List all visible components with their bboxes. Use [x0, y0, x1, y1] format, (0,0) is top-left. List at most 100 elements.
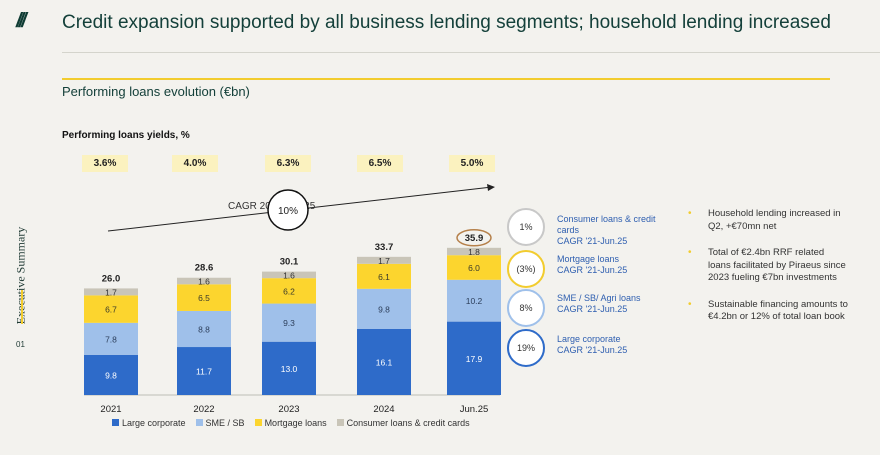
bar-total-label: 30.1: [280, 257, 299, 268]
section-marker: [21, 290, 23, 324]
segment-sme: SME / SB/ Agri loans CAGR '21-Jun.25: [557, 293, 667, 315]
yield-2022: 4.0%: [172, 155, 218, 172]
cagr-value: 10%: [278, 206, 298, 217]
bar-value-label: 1.8: [468, 247, 480, 257]
bar-large-corporate: [447, 321, 501, 395]
key-point: • Total of €2.4bn RRF related loans facil…: [688, 247, 848, 285]
legend-item-sme: SME / SB: [195, 418, 245, 428]
bar-consumer: [177, 277, 231, 285]
cagr-circle: [267, 189, 309, 231]
legend-swatch: [195, 419, 203, 426]
bar-value-label: 1.6: [283, 270, 295, 280]
key-point: • Sustainable financing amounts to €4.2bn…: [688, 299, 848, 324]
segment-mortgage-name: Mortgage loans: [557, 254, 620, 264]
x-tick-label: 2024: [373, 404, 394, 415]
segment-consumer: Consumer loans & credit cards CAGR '21-J…: [557, 214, 667, 247]
x-tick-label: 2023: [278, 404, 299, 415]
accent-divider: [62, 78, 830, 80]
bar-total-label: 35.9: [465, 233, 484, 244]
bar-mortgage: [262, 278, 316, 304]
key-point-text: Sustainable financing amounts to €4.2bn …: [708, 298, 848, 323]
bar-value-label: 6.1: [378, 272, 390, 282]
bar-sme: [262, 303, 316, 342]
bar-large-corporate: [262, 341, 316, 395]
bar-mortgage: [84, 295, 138, 323]
segment-consumer-name: Consumer loans & credit cards: [557, 214, 656, 235]
legend-item-large-corporate: Large corporate: [112, 418, 186, 428]
bar-large-corporate: [177, 347, 231, 395]
legend-item-consumer: Consumer loans & credit cards: [336, 418, 470, 428]
bar-sme: [177, 310, 231, 348]
segment-mortgage: Mortgage loans CAGR '21-Jun.25: [557, 254, 667, 276]
key-points: • Household lending increased in Q2, +€70…: [688, 208, 848, 338]
bar-sme: [357, 288, 411, 329]
bar-value-label: 9.8: [105, 370, 117, 380]
segment-sme-name: SME / SB/ Agri loans: [557, 293, 641, 303]
yield-jun25: 5.0%: [449, 155, 495, 172]
legend-label: Large corporate: [122, 418, 186, 428]
total-highlight-ring: [456, 229, 492, 247]
chart-legend: Large corporate SME / SB Mortgage loans …: [112, 418, 470, 428]
bar-value-label: 1.7: [378, 256, 390, 266]
bar-value-label: 1.7: [105, 287, 117, 297]
bar-sme: [84, 322, 138, 355]
key-point-text: Household lending increased in Q2, +€70m…: [708, 208, 841, 232]
bar-value-label: 1.6: [198, 277, 210, 287]
brand-logo: ///: [16, 10, 27, 32]
cagr-arrow-head: [487, 184, 495, 191]
bar-value-label: 6.5: [198, 293, 210, 303]
bar-value-label: 7.8: [105, 334, 117, 344]
bar-mortgage: [357, 263, 411, 289]
bar-value-label: 17.9: [466, 354, 483, 364]
bar-total-label: 26.0: [102, 273, 121, 284]
page-title: Credit expansion supported by all busine…: [62, 12, 831, 33]
bar-large-corporate: [84, 354, 138, 395]
key-point: • Household lending increased in Q2, +€70…: [688, 208, 848, 233]
legend-label: SME / SB: [205, 418, 245, 428]
bar-value-label: 6.0: [468, 263, 480, 273]
bar-consumer: [84, 288, 138, 296]
x-tick-label: 2022: [193, 404, 214, 415]
bar-total-label: 33.7: [375, 242, 394, 253]
segment-sme-cagr-circle: 8%: [507, 289, 545, 327]
bar-value-label: 9.3: [283, 318, 295, 328]
bar-value-label: 6.7: [105, 305, 117, 315]
bar-value-label: 16.1: [376, 357, 393, 367]
chart-subtitle: Performing loans evolution (€bn): [62, 84, 250, 99]
yield-2021: 3.6%: [82, 155, 128, 172]
legend-label: Mortgage loans: [264, 418, 327, 428]
bar-mortgage: [447, 255, 501, 280]
bar-consumer: [357, 256, 411, 264]
segment-consumer-cagr: CAGR '21-Jun.25: [557, 236, 628, 246]
legend-swatch: [254, 419, 262, 426]
bar-mortgage: [177, 284, 231, 311]
segment-large-corporate-cagr: CAGR '21-Jun.25: [557, 345, 628, 355]
bar-value-label: 11.7: [196, 367, 212, 377]
x-tick-label: 2021: [100, 404, 121, 415]
bar-sme: [447, 279, 501, 322]
x-tick-label: Jun.25: [460, 404, 489, 415]
legend-swatch: [336, 419, 344, 426]
bar-value-label: 13.0: [281, 364, 298, 374]
bar-consumer: [262, 271, 316, 279]
bar-consumer: [447, 247, 501, 256]
bullet-icon: •: [688, 208, 692, 219]
segment-sme-cagr: CAGR '21-Jun.25: [557, 304, 628, 314]
yield-2024: 6.5%: [357, 155, 403, 172]
legend-item-mortgage: Mortgage loans: [254, 418, 327, 428]
title-divider: [62, 52, 880, 53]
key-point-text: Total of €2.4bn RRF related loans facili…: [708, 247, 846, 283]
segment-large-corporate: Large corporate CAGR '21-Jun.25: [557, 334, 667, 356]
segment-large-corporate-name: Large corporate: [557, 334, 621, 344]
page-number: 01: [16, 340, 25, 349]
bar-value-label: 6.2: [283, 286, 295, 296]
legend-label: Consumer loans & credit cards: [346, 418, 470, 428]
bullet-icon: •: [688, 247, 692, 258]
bar-total-label: 28.6: [195, 263, 214, 274]
segment-mortgage-cagr: CAGR '21-Jun.25: [557, 265, 628, 275]
yield-2023: 6.3%: [265, 155, 311, 172]
bar-large-corporate: [357, 328, 411, 395]
bullet-icon: •: [688, 298, 692, 310]
bar-value-label: 9.8: [378, 304, 390, 314]
